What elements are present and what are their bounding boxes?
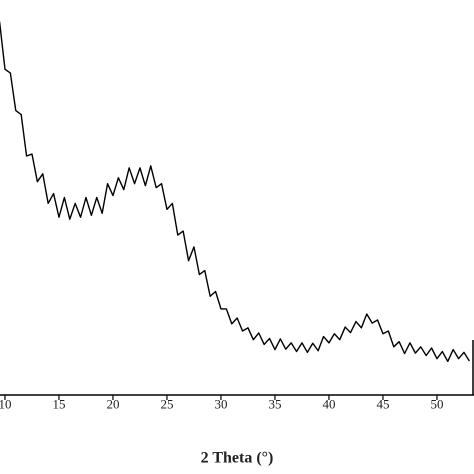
x-tick-label: 20: [106, 397, 119, 412]
x-tick-label: 10: [0, 397, 11, 412]
x-tick-label: 50: [430, 397, 443, 412]
x-tick-label: 40: [322, 397, 335, 412]
x-tick-label: 25: [160, 397, 173, 412]
data-line: [0, 21, 470, 363]
x-tick-label: 45: [376, 397, 389, 412]
x-axis-label: 2 Theta (°): [201, 449, 274, 466]
x-tick-label: 15: [52, 397, 65, 412]
x-tick-label: 30: [214, 397, 227, 412]
x-tick-label: 35: [268, 397, 281, 412]
